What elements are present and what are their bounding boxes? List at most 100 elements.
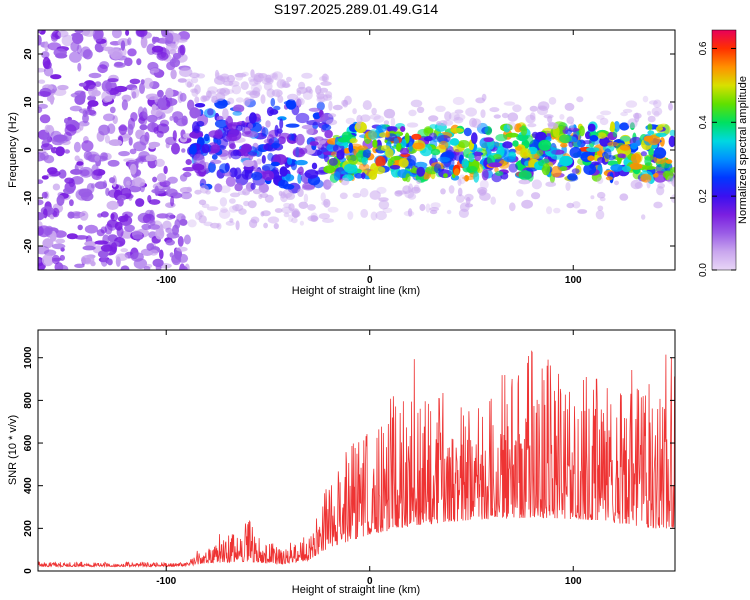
spectrogram-cell bbox=[271, 142, 280, 149]
spectrogram-cell bbox=[109, 177, 116, 184]
spectrogram-cell bbox=[73, 141, 81, 153]
spectrogram-cell bbox=[387, 126, 398, 133]
spectrogram-cell bbox=[537, 101, 550, 111]
colorbar-tick-label: 0.4 bbox=[698, 115, 709, 129]
spectrogram-cell bbox=[479, 179, 489, 190]
spectrogram-cell bbox=[410, 186, 421, 194]
spectrogram-cell bbox=[452, 96, 465, 106]
spectrogram-cell bbox=[476, 122, 489, 134]
spectrogram-cell bbox=[69, 105, 82, 112]
spectrogram-cell bbox=[307, 204, 316, 211]
spectrogram-cell bbox=[431, 153, 437, 162]
spectrogram-cell bbox=[416, 179, 422, 185]
spectrogram-cell bbox=[653, 110, 660, 118]
spectrogram-cell bbox=[247, 200, 257, 209]
spectrogram-cell bbox=[622, 108, 633, 113]
spectrogram-cell bbox=[406, 122, 419, 128]
spectrogram-cell bbox=[265, 74, 272, 84]
spectrogram-cell bbox=[55, 146, 65, 157]
spectrogram-cell bbox=[337, 137, 350, 143]
spectrogram-cell bbox=[50, 130, 62, 143]
spectrogram-cell bbox=[622, 165, 632, 173]
spectrogram-cell bbox=[143, 77, 154, 89]
spectrogram-cell bbox=[479, 192, 491, 201]
spectrogram-cell bbox=[82, 113, 89, 124]
spectrogram-cell bbox=[166, 232, 180, 239]
spectrogram-cell bbox=[243, 126, 252, 135]
colorbar-tick-label: 0.0 bbox=[698, 263, 709, 277]
spectrogram-cell bbox=[207, 86, 218, 94]
spectrogram-cell bbox=[538, 159, 545, 167]
spectrogram-cell bbox=[425, 203, 431, 213]
spectrogram-cell bbox=[303, 176, 308, 185]
spectrogram-cell bbox=[583, 163, 597, 175]
spectrogram-cell bbox=[412, 142, 425, 150]
spectrogram-ytick-label: -10 bbox=[23, 190, 34, 205]
spectrogram-cell bbox=[359, 188, 369, 198]
spectrogram-cell bbox=[288, 214, 294, 223]
spectrogram-cell bbox=[465, 196, 471, 205]
spectrogram-cell bbox=[382, 207, 393, 213]
spectrogram-cell bbox=[101, 90, 111, 103]
spectrogram-cell bbox=[370, 211, 378, 221]
snr-xtick-label: -100 bbox=[156, 576, 176, 587]
spectrogram-cell bbox=[312, 112, 321, 120]
spectrogram-cell bbox=[248, 76, 255, 82]
spectrogram-cell bbox=[285, 192, 296, 200]
spectrogram-cell bbox=[148, 144, 156, 150]
spectrogram-cell bbox=[536, 149, 544, 157]
spectrogram-cell bbox=[457, 187, 463, 197]
spectrogram-cell bbox=[383, 108, 396, 119]
spectrogram-cell bbox=[271, 71, 283, 81]
spectrogram-cell bbox=[291, 217, 298, 224]
spectrogram-cell bbox=[261, 127, 269, 137]
spectrogram-cell bbox=[186, 186, 192, 192]
spectrogram-cell bbox=[229, 198, 236, 204]
spectrogram-cell bbox=[91, 169, 103, 181]
spectrogram-cell bbox=[587, 123, 596, 132]
spectrogram-cell bbox=[173, 116, 179, 123]
spectrogram-cell bbox=[439, 120, 448, 127]
spectrogram-cell bbox=[488, 162, 503, 168]
spectrogram-cell bbox=[165, 212, 175, 220]
spectrogram-cell bbox=[652, 172, 659, 178]
spectrogram-cell bbox=[194, 109, 202, 117]
spectrogram-cell bbox=[128, 185, 142, 193]
spectrogram-cell bbox=[209, 222, 220, 229]
spectrogram-cell bbox=[252, 188, 262, 195]
spectrogram-cell bbox=[79, 210, 89, 221]
spectrogram-cell bbox=[327, 206, 339, 213]
spectrogram-cell bbox=[541, 163, 551, 176]
snr-xtick-label: 100 bbox=[565, 576, 582, 587]
spectrogram-cell bbox=[234, 72, 247, 78]
spectrogram-cell bbox=[38, 35, 42, 46]
spectrogram-cell bbox=[305, 86, 312, 93]
spectrogram-cell bbox=[129, 148, 137, 155]
spectrogram-cell bbox=[368, 129, 380, 140]
spectrogram-cell bbox=[492, 154, 502, 160]
spectrogram-cell bbox=[405, 173, 411, 183]
spectrogram-cell bbox=[399, 147, 410, 155]
spectrogram-cell bbox=[227, 129, 242, 142]
spectrogram-cell bbox=[229, 143, 236, 150]
spectrogram-cell bbox=[647, 115, 656, 123]
spectrogram-cell bbox=[93, 31, 103, 42]
spectrogram-cell bbox=[179, 92, 187, 102]
spectrogram-cell bbox=[653, 201, 663, 209]
spectrogram-cell bbox=[665, 174, 670, 181]
spectrogram-cell bbox=[169, 116, 174, 121]
spectrogram-cell bbox=[345, 117, 356, 125]
spectrogram-cell bbox=[323, 198, 331, 208]
spectrogram-cell bbox=[634, 182, 643, 189]
spectrogram-cell bbox=[194, 212, 203, 220]
spectrogram-cell bbox=[407, 208, 413, 217]
spectrogram-cell bbox=[494, 166, 499, 173]
spectrogram-cell bbox=[430, 202, 441, 209]
spectrogram-cell bbox=[316, 96, 326, 103]
spectrogram-cell bbox=[600, 110, 612, 116]
spectrogram-cell bbox=[358, 163, 370, 171]
spectrogram-cell bbox=[292, 209, 299, 219]
spectrogram-cell bbox=[443, 173, 448, 179]
spectrogram-cell bbox=[279, 118, 284, 129]
spectrogram-cell bbox=[538, 139, 552, 151]
